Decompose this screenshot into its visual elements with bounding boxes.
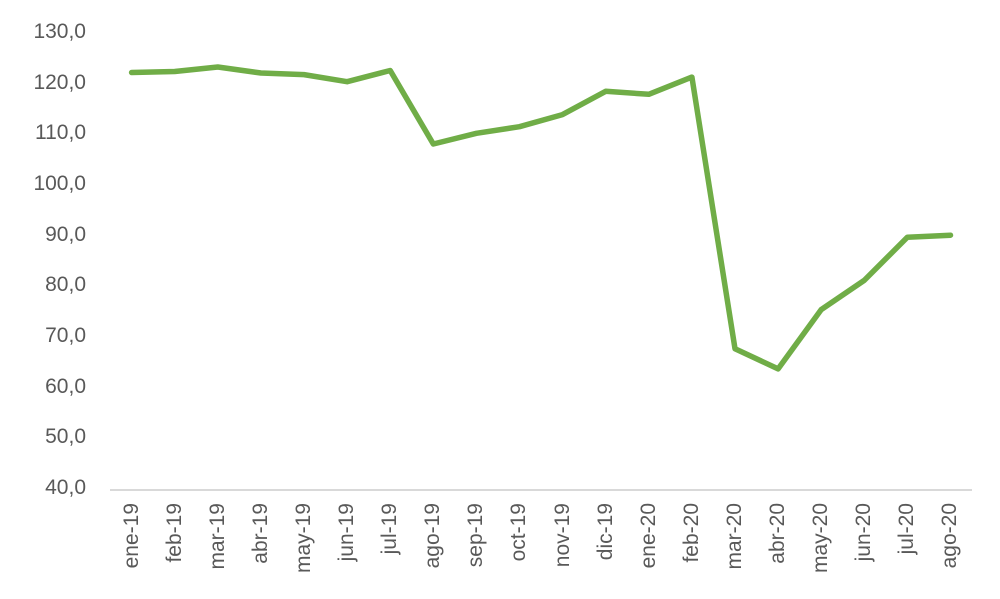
y-axis-tick-label: 90,0 bbox=[45, 222, 86, 246]
series-line bbox=[128, 64, 954, 372]
x-axis-tick-label: sep-19 bbox=[464, 503, 488, 568]
x-axis-tick-label: may-19 bbox=[291, 503, 315, 574]
x-axis-tick-label: jun-20 bbox=[852, 503, 876, 562]
y-axis-tick-label: 80,0 bbox=[45, 273, 86, 297]
y-axis-tick-label: 50,0 bbox=[45, 425, 86, 449]
y-axis-tick-label: 40,0 bbox=[45, 476, 86, 499]
y-axis-tick-label: 120,0 bbox=[33, 70, 86, 94]
x-axis-tick-label: ene-20 bbox=[636, 503, 660, 569]
x-axis-tick-label: mar-19 bbox=[205, 503, 229, 570]
y-axis-tick-label: 100,0 bbox=[33, 172, 86, 195]
y-axis-tick-label: 130,0 bbox=[33, 20, 86, 43]
y-axis-tick-label: 60,0 bbox=[45, 374, 86, 398]
y-axis-tick-label: 110,0 bbox=[35, 121, 86, 145]
x-axis-tick-label: ago-20 bbox=[938, 503, 962, 569]
x-axis-tick-label: may-20 bbox=[809, 503, 833, 574]
x-axis-tick-label: jul-19 bbox=[378, 503, 402, 555]
x-axis-tick-label: feb-20 bbox=[679, 503, 703, 563]
x-axis-tick-label: dic-19 bbox=[593, 503, 617, 561]
y-axis-tick-label: 70,0 bbox=[45, 324, 86, 347]
x-axis-tick-label: oct-19 bbox=[507, 503, 531, 562]
x-axis-tick-label: ene-19 bbox=[119, 503, 143, 569]
x-axis-tick-label: mar-20 bbox=[722, 503, 746, 570]
x-axis-tick-label: nov-19 bbox=[550, 503, 574, 568]
x-axis-tick-label: abr-20 bbox=[766, 503, 790, 564]
x-axis-tick-label: ago-19 bbox=[421, 503, 445, 569]
x-axis-tick-label: feb-19 bbox=[162, 503, 186, 563]
x-axis-tick-label: abr-19 bbox=[248, 503, 272, 564]
x-axis-tick-label: jul-20 bbox=[895, 503, 919, 555]
x-axis-tick-label: jun-19 bbox=[335, 503, 359, 562]
x-axis-line bbox=[110, 489, 972, 491]
